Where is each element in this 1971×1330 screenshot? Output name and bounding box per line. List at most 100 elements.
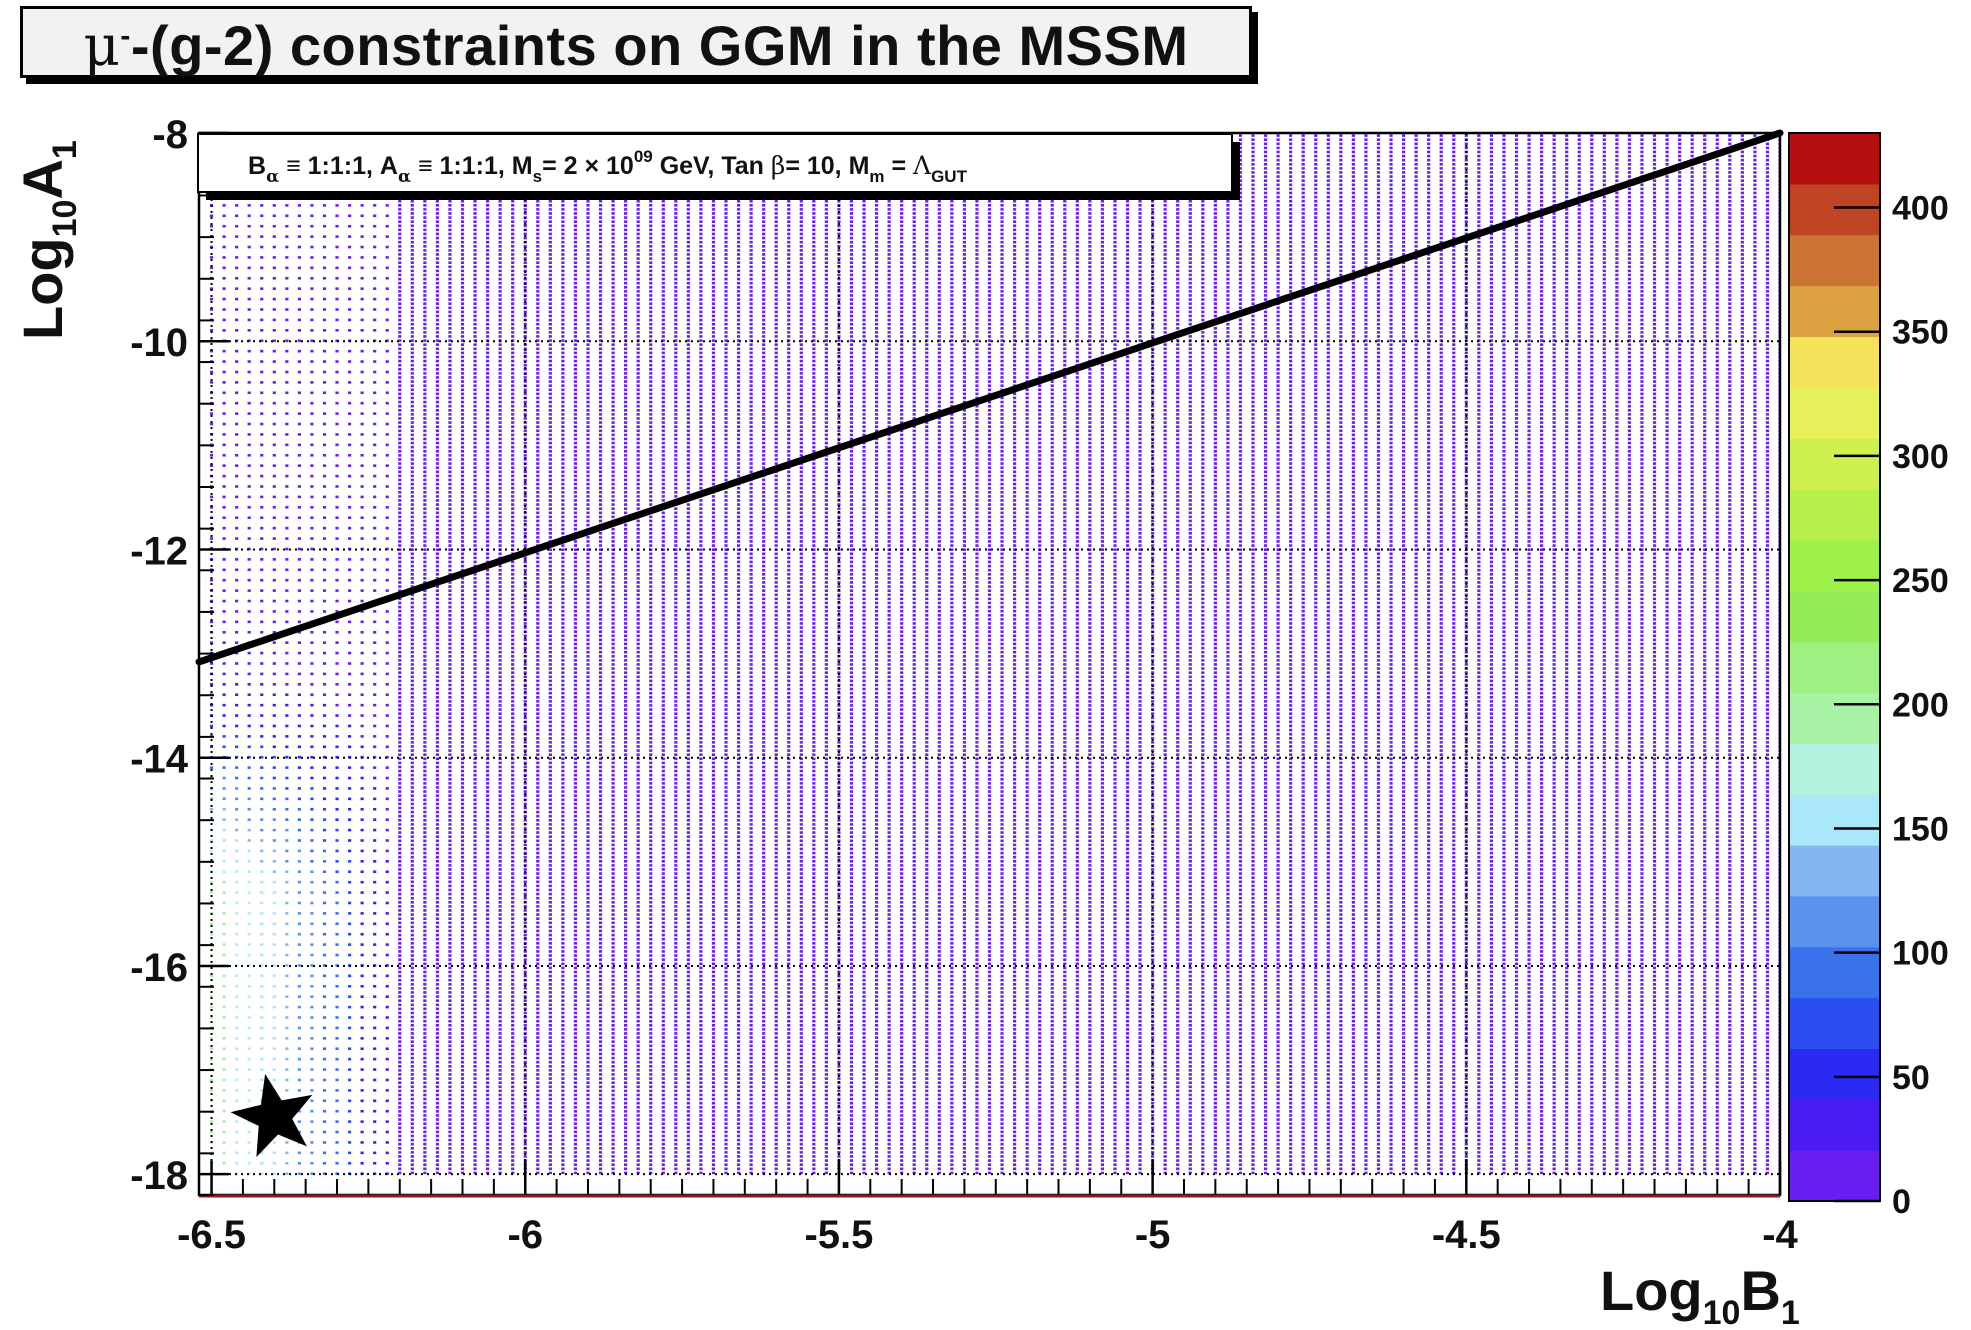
heatmap-cell (285, 1005, 289, 1009)
heatmap-cell (297, 537, 301, 540)
heatmap-cell (310, 714, 314, 717)
color-bar-tick-label: 100 (1892, 935, 1949, 973)
heatmap-cell (272, 599, 276, 603)
heatmap-cell (335, 266, 339, 270)
heatmap-cell (347, 995, 352, 998)
heatmap-cell (272, 620, 276, 624)
heatmap-cell (322, 1057, 327, 1061)
heatmap-cell (360, 953, 364, 957)
heatmap-cell (385, 943, 389, 946)
heatmap-cell (247, 391, 251, 395)
heatmap-cell (260, 735, 264, 738)
heatmap-cell (235, 620, 239, 624)
heatmap-cell (272, 724, 276, 728)
heatmap-cell (310, 610, 314, 613)
heatmap-cell (335, 1120, 339, 1123)
heatmap-cell (335, 818, 339, 821)
heatmap-cell (347, 495, 352, 499)
heatmap-cell (385, 776, 389, 780)
heatmap-cell (347, 422, 352, 426)
heatmap-cell (360, 620, 364, 624)
heatmap-cell (260, 672, 264, 676)
heatmap-cell (285, 891, 289, 894)
heatmap-cell (360, 724, 364, 728)
heatmap-cell (222, 245, 226, 249)
heatmap-cell (335, 433, 339, 436)
heatmap-cell (385, 1109, 389, 1113)
heatmap-cell (247, 1047, 251, 1051)
heatmap-cell (260, 1151, 264, 1155)
heatmap-cell (310, 1068, 314, 1071)
heatmap-cell (310, 693, 314, 697)
heatmap-cell (285, 745, 289, 749)
heatmap-cell (322, 381, 327, 384)
heatmap-cell (260, 1057, 264, 1061)
heatmap-cell (322, 912, 327, 915)
heatmap-cell (373, 953, 377, 957)
heatmap-cell (260, 391, 264, 395)
x-tick-label: -4.5 (1432, 1213, 1501, 1257)
heatmap-cell (222, 1057, 226, 1061)
heatmap-cell (297, 1151, 301, 1155)
heatmap-cell (322, 807, 327, 811)
heatmap-cell (310, 953, 314, 957)
heatmap-cell (260, 329, 264, 332)
heatmap-cell (347, 578, 352, 582)
heatmap-cell (360, 599, 364, 603)
heatmap-cell (272, 922, 276, 926)
heatmap-cell (222, 297, 226, 301)
heatmap-cell (285, 599, 289, 603)
heatmap-cell (222, 1037, 226, 1040)
heatmap-cell (247, 1141, 251, 1144)
heatmap-cell (222, 464, 226, 467)
heatmap-cell (385, 506, 389, 509)
heatmap-cell (360, 245, 364, 249)
heatmap-cell (373, 1099, 377, 1103)
heatmap-cell (310, 224, 314, 228)
heatmap-cell (310, 828, 314, 832)
heatmap-cell (247, 412, 251, 415)
heatmap-cell (285, 245, 289, 249)
heatmap-cell (285, 943, 289, 946)
heatmap-cell (222, 870, 226, 874)
heatmap-cell (360, 204, 364, 207)
y-label-main: Log (11, 237, 74, 340)
heatmap-cell (247, 339, 251, 343)
heatmap-cell (335, 474, 339, 478)
heatmap-cell (272, 735, 276, 738)
heatmap-cell (373, 839, 377, 842)
x-tick-label: -6.5 (177, 1213, 246, 1257)
heatmap-cell (272, 662, 276, 665)
heatmap-cell (260, 297, 264, 301)
heatmap-cell (322, 329, 327, 332)
heatmap-cell (285, 662, 289, 665)
heatmap-cell (322, 266, 327, 270)
heatmap-cell (272, 245, 276, 249)
heatmap-cell (247, 589, 251, 592)
heatmap-cell (297, 349, 301, 353)
heatmap-cell (260, 901, 264, 905)
heatmap-cell (347, 589, 352, 592)
heatmap-cell (209, 797, 214, 801)
heatmap-cell (360, 464, 364, 467)
color-bar-tick-label: 300 (1892, 438, 1949, 476)
heatmap-cell (373, 568, 377, 572)
heatmap-cell (335, 1078, 339, 1082)
heatmap-cell (322, 818, 327, 821)
heatmap-cell (360, 453, 364, 457)
heatmap-cell (347, 1130, 352, 1134)
heatmap-cell (285, 932, 289, 936)
heatmap-cell (260, 651, 264, 655)
heatmap-cell (285, 672, 289, 676)
heatmap-cell (247, 214, 251, 218)
heatmap-cell (310, 360, 314, 363)
heatmap-cell (385, 755, 389, 759)
heatmap-cell (335, 1057, 339, 1061)
heatmap-cell (297, 703, 301, 707)
heatmap-cell (310, 880, 314, 884)
heatmap-cell (260, 568, 264, 572)
heatmap-cell (209, 266, 214, 270)
color-bar-segment (1789, 641, 1880, 694)
heatmap-cell (222, 204, 226, 207)
heatmap-cell (222, 1047, 226, 1051)
